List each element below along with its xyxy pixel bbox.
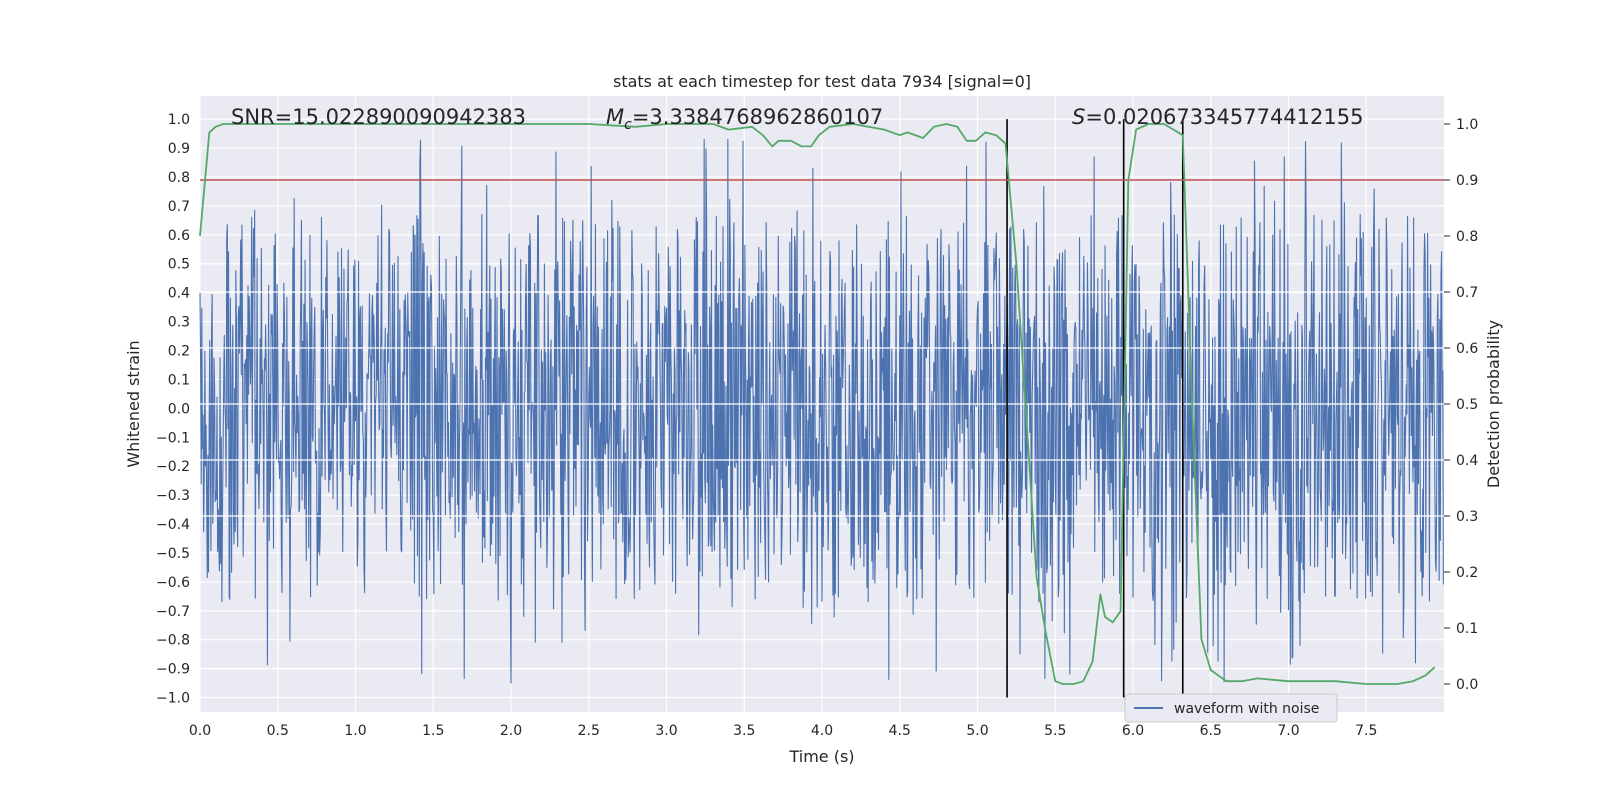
x-axis-label: Time (s) <box>788 747 854 766</box>
y-right-tick-label: 0.4 <box>1456 453 1478 469</box>
y-tick-label: −0.2 <box>156 459 190 475</box>
y-tick-label: 1.0 <box>168 112 190 128</box>
y-right-tick-label: 0.3 <box>1456 509 1478 525</box>
y-tick-label: 0.6 <box>168 228 190 244</box>
x-tick-label: 3.5 <box>733 723 755 739</box>
waveform-line <box>199 138 1444 684</box>
y-tick-label: −0.1 <box>156 430 190 446</box>
y-tick-label: −0.5 <box>156 546 190 562</box>
x-axis: 0.0 0.5 1.0 1.5 2.0 2.5 3.0 3.5 4.0 4.5 5.0 5.5 6.0 6… <box>189 723 1378 739</box>
y-axis-right: 1.0 0.9 0.8 0.7 0.6 0.5 0.4 0.3 0.2 0.1 0.0 <box>1444 117 1478 693</box>
y-right-tick-label: 0.6 <box>1456 341 1478 357</box>
x-tick-label: 0.5 <box>267 723 289 739</box>
legend: waveform with noise <box>1124 693 1338 723</box>
y-tick-label: 0.2 <box>168 343 190 359</box>
waveform-series <box>199 138 1444 684</box>
y-right-tick-label: 0.2 <box>1456 565 1478 581</box>
mc-annotation: Mc=3.3384768962860107 <box>606 105 883 133</box>
x-tick-label: 0.0 <box>189 723 211 739</box>
y-tick-label: 0.9 <box>168 141 190 157</box>
y-tick-label: −0.3 <box>156 488 190 504</box>
y-tick-label: −0.7 <box>156 604 190 620</box>
snr-annotation: SNR=15.022890090942383 <box>231 105 526 129</box>
y-tick-label: 0.4 <box>168 286 190 302</box>
y-tick-label: −0.9 <box>156 662 190 678</box>
mc-symbol: M <box>606 105 624 129</box>
y-tick-label: 0.5 <box>168 257 190 273</box>
x-tick-label: 3.0 <box>655 723 677 739</box>
y-axis-label: Whitened strain <box>124 340 143 467</box>
mc-subscript: c <box>624 117 632 133</box>
probability-series <box>199 123 1436 685</box>
y-tick-label: −0.4 <box>156 517 190 533</box>
y-tick-label: 0.8 <box>168 170 190 186</box>
y-right-tick-label: 0.8 <box>1456 229 1478 245</box>
chart-title: stats at each timestep for test data 793… <box>613 72 1031 91</box>
s-value: =0.020673345774412155 <box>1085 105 1363 129</box>
x-tick-label: 7.0 <box>1277 723 1299 739</box>
y-right-tick-label: 0.0 <box>1456 677 1478 693</box>
s-symbol: S <box>1072 105 1085 129</box>
y-tick-label: −1.0 <box>156 691 190 707</box>
white-bands <box>200 291 1444 517</box>
y-right-tick-label: 1.0 <box>1456 117 1478 133</box>
x-tick-label: 4.0 <box>811 723 833 739</box>
x-tick-label: 4.5 <box>889 723 911 739</box>
y-right-tick-label: 0.5 <box>1456 397 1478 413</box>
y-axis-right-label: Detection probability <box>1484 320 1503 488</box>
y-right-tick-label: 0.9 <box>1456 173 1478 189</box>
x-tick-label: 6.5 <box>1200 723 1222 739</box>
x-tick-label: 1.0 <box>344 723 366 739</box>
x-tick-label: 6.0 <box>1122 723 1144 739</box>
legend-label: waveform with noise <box>1174 701 1319 717</box>
y-tick-label: 0.0 <box>168 401 190 417</box>
x-tick-label: 2.5 <box>578 723 600 739</box>
s-annotation: S=0.020673345774412155 <box>1072 105 1363 129</box>
x-tick-label: 7.5 <box>1355 723 1377 739</box>
y-tick-label: 0.1 <box>168 372 190 388</box>
x-tick-label: 1.5 <box>422 723 444 739</box>
mc-value: =3.3384768962860107 <box>632 105 883 129</box>
y-tick-label: −0.6 <box>156 575 190 591</box>
probability-line <box>199 123 1436 685</box>
y-tick-label: −0.8 <box>156 633 190 649</box>
legend-box <box>1124 693 1338 723</box>
x-tick-label: 5.0 <box>966 723 988 739</box>
y-tick-label: 0.3 <box>168 315 190 331</box>
x-tick-label: 2.0 <box>500 723 522 739</box>
y-tick-label: 0.7 <box>168 199 190 215</box>
y-right-tick-label: 0.1 <box>1456 621 1478 637</box>
x-tick-label: 5.5 <box>1044 723 1066 739</box>
y-right-tick-label: 0.7 <box>1456 285 1478 301</box>
y-axis-left: 1.0 0.9 0.8 0.7 0.6 0.5 0.4 0.3 0.2 0.1 0.0 −0.1 −0.… <box>156 112 190 706</box>
